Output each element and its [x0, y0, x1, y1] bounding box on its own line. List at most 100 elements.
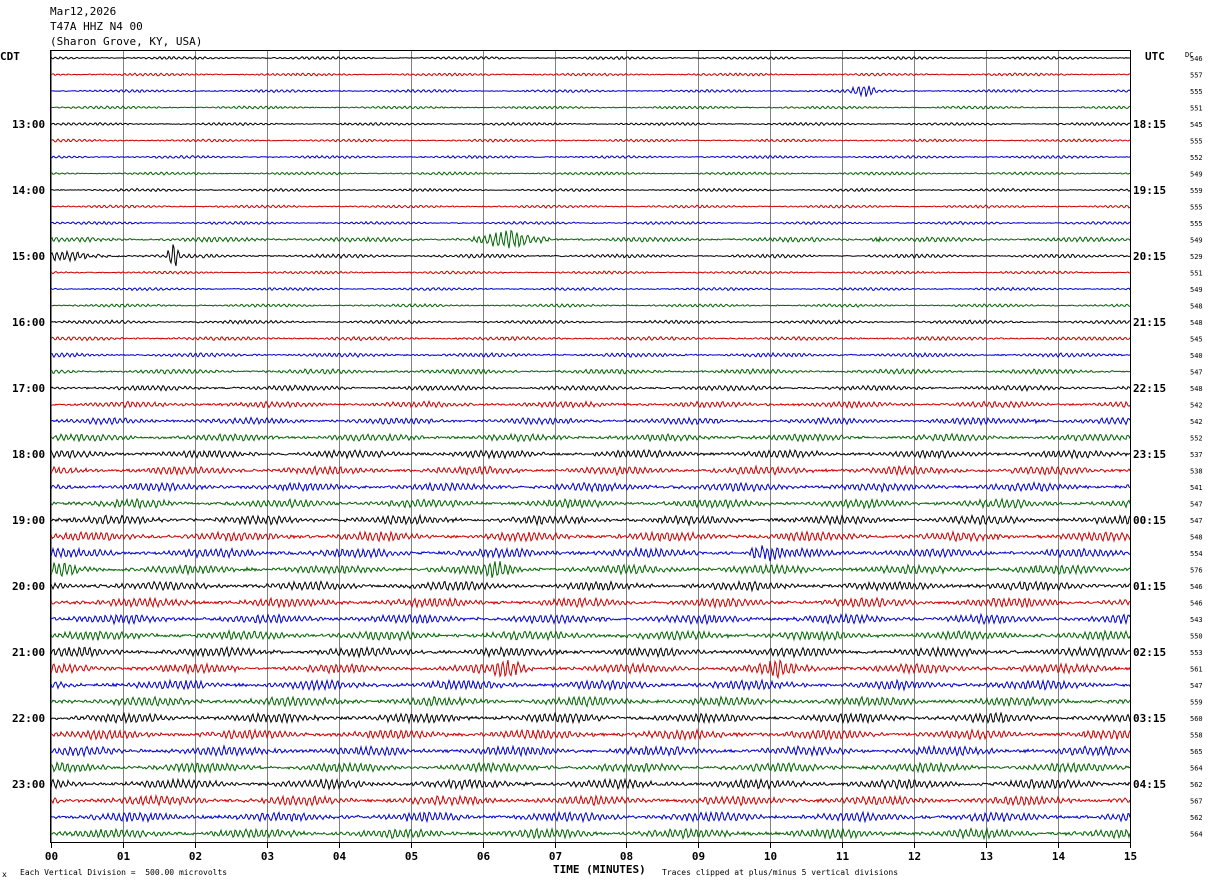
right-axis-label: UTC [1145, 50, 1165, 63]
utc-hour-label: 20:15 [1133, 250, 1166, 263]
dc-value: 548 [1190, 319, 1203, 327]
x-tick-label-07: 07 [549, 850, 562, 863]
dc-value: 546 [1190, 583, 1203, 591]
dc-value: 549 [1190, 286, 1203, 294]
trace-line [50, 335, 1131, 342]
dc-value: 549 [1190, 237, 1203, 245]
utc-hour-label: 00:15 [1133, 514, 1166, 527]
time-grid [51, 51, 1131, 848]
dc-value: 542 [1190, 402, 1203, 410]
trace-line [50, 105, 1131, 110]
trace-line [51, 85, 1131, 98]
trace-line [50, 513, 1131, 527]
dc-value: 538 [1190, 468, 1203, 476]
trace-line [50, 171, 1131, 176]
dc-value: 555 [1190, 138, 1203, 146]
axis-labels: 00 01 02 03 04 05 06 07 08 09 10 11 12 13 14 15 13:00 18:… [12, 55, 1203, 863]
corner-mark: x [2, 870, 7, 879]
seismic-traces [50, 55, 1131, 841]
dc-value: 542 [1190, 418, 1203, 426]
cdt-hour-label: 19:00 [12, 514, 45, 527]
trace-line [50, 204, 1131, 209]
utc-hour-label: 23:15 [1133, 448, 1166, 461]
dc-value: 543 [1190, 616, 1203, 624]
trace-line [50, 187, 1131, 193]
trace-line [50, 432, 1131, 443]
trace-line [50, 645, 1131, 659]
trace-line [50, 286, 1131, 292]
x-axis-title: TIME (MINUTES) [553, 863, 646, 876]
trace-line [51, 761, 1131, 774]
utc-hour-label: 19:15 [1133, 184, 1166, 197]
dc-value: 547 [1190, 369, 1203, 377]
dc-value: 560 [1190, 715, 1203, 723]
dc-value: 546 [1190, 600, 1203, 608]
x-tick-label-13: 13 [980, 850, 993, 863]
dc-value: 555 [1190, 204, 1203, 212]
dc-value: 550 [1190, 633, 1203, 641]
dc-value: 565 [1190, 748, 1203, 756]
trace-line [50, 270, 1131, 275]
x-tick-label-14: 14 [1052, 850, 1066, 863]
trace-line [50, 229, 1131, 249]
dc-value: 576 [1190, 567, 1203, 575]
trace-line [50, 302, 1131, 308]
dc-value: 562 [1190, 814, 1203, 822]
x-tick-label-11: 11 [836, 850, 850, 863]
trace-line [50, 319, 1131, 325]
trace-line [50, 220, 1131, 226]
dc-value: 552 [1190, 435, 1203, 443]
trace-line [50, 497, 1131, 510]
dc-value: 537 [1190, 451, 1203, 459]
dc-value: 555 [1190, 220, 1203, 228]
x-tick-label-06: 06 [477, 850, 491, 863]
left-axis-label: CDT [0, 50, 20, 63]
cdt-hour-label: 21:00 [12, 646, 45, 659]
dc-value: 547 [1190, 682, 1203, 690]
dc-value: 540 [1190, 352, 1203, 360]
trace-line [50, 695, 1131, 708]
trace-line [50, 384, 1131, 393]
cdt-hour-label: 17:00 [12, 382, 45, 395]
trace-line [50, 658, 1131, 680]
trace-line [50, 561, 1131, 578]
header-date: Mar12,2026 [50, 5, 117, 18]
trace-line [50, 579, 1131, 593]
cdt-hour-label: 20:00 [12, 580, 45, 593]
x-tick-label-09: 09 [692, 850, 705, 863]
trace-line [50, 777, 1131, 791]
cdt-hour-label: 13:00 [12, 118, 45, 131]
trace-line [50, 72, 1131, 77]
dc-value: 548 [1190, 534, 1203, 542]
trace-line [50, 612, 1131, 626]
dc-value: 551 [1190, 270, 1203, 278]
trace-line [50, 121, 1130, 127]
cdt-hour-label: 14:00 [12, 184, 45, 197]
dc-value: 551 [1190, 105, 1203, 113]
clip-note: Traces clipped at plus/minus 5 vertical … [662, 868, 899, 877]
dc-value: 553 [1190, 649, 1203, 657]
utc-hour-label: 04:15 [1133, 778, 1166, 791]
dc-value: 559 [1190, 187, 1203, 195]
x-tick-label-12: 12 [908, 850, 921, 863]
utc-hour-label: 03:15 [1133, 712, 1166, 725]
utc-hour-label: 02:15 [1133, 646, 1166, 659]
dc-value: 529 [1190, 253, 1203, 261]
scale-note: Each Vertical Division = 500.00 microvol… [20, 868, 228, 877]
trace-line [50, 826, 1131, 841]
utc-hour-label: 21:15 [1133, 316, 1166, 329]
cdt-hour-label: 22:00 [12, 712, 45, 725]
utc-hour-label: 18:15 [1133, 118, 1166, 131]
cdt-hour-label: 16:00 [12, 316, 45, 329]
trace-line [50, 744, 1131, 758]
trace-line [50, 399, 1131, 409]
trace-line [50, 55, 1131, 61]
x-tick-label-03: 03 [261, 850, 274, 863]
x-tick-label-02: 02 [189, 850, 202, 863]
dc-value: 546 [1190, 55, 1203, 63]
trace-line [50, 529, 1131, 543]
dc-value: 545 [1190, 121, 1203, 129]
utc-hour-label: 22:15 [1133, 382, 1166, 395]
trace-line [50, 464, 1131, 477]
